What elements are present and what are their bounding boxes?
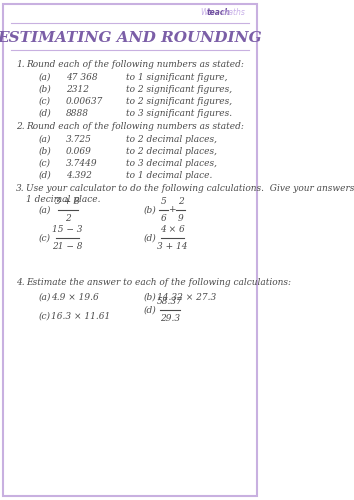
- Text: 2: 2: [65, 214, 70, 223]
- Text: Round each of the following numbers as stated:: Round each of the following numbers as s…: [27, 60, 244, 69]
- Text: (a): (a): [38, 73, 51, 82]
- Text: 2.: 2.: [16, 122, 25, 131]
- Text: 0.069: 0.069: [66, 147, 92, 156]
- Text: 2312: 2312: [66, 85, 89, 94]
- Text: Use your calculator to do the following calculations.  Give your answers to: Use your calculator to do the following …: [27, 184, 354, 193]
- Text: to 1 decimal place.: to 1 decimal place.: [126, 171, 213, 180]
- Text: 29.3: 29.3: [160, 314, 180, 323]
- Text: (c): (c): [38, 312, 50, 321]
- Text: (b): (b): [143, 206, 156, 214]
- Text: (d): (d): [38, 109, 51, 118]
- Text: 5: 5: [160, 197, 166, 206]
- Text: (c): (c): [38, 159, 50, 168]
- Text: 2: 2: [178, 197, 184, 206]
- Text: 1 decimal place.: 1 decimal place.: [27, 195, 101, 204]
- Text: to 3 decimal places,: to 3 decimal places,: [126, 159, 217, 168]
- Text: 3.: 3.: [16, 184, 25, 193]
- Text: 3 + 8: 3 + 8: [55, 197, 80, 206]
- Text: to 1 significant figure,: to 1 significant figure,: [126, 73, 228, 82]
- Text: Estimate the answer to each of the following calculations:: Estimate the answer to each of the follo…: [27, 278, 291, 287]
- Text: (b): (b): [38, 85, 51, 94]
- Text: 4 × 6: 4 × 6: [160, 225, 185, 234]
- Text: 16.3 × 11.61: 16.3 × 11.61: [51, 312, 111, 321]
- Text: to 2 significant figures,: to 2 significant figures,: [126, 97, 233, 106]
- Text: (a): (a): [38, 206, 51, 214]
- Text: (d): (d): [143, 234, 156, 242]
- Text: (a): (a): [38, 293, 51, 302]
- Text: 4.: 4.: [16, 278, 25, 287]
- Text: maths: maths: [222, 8, 246, 17]
- Text: to 2 decimal places,: to 2 decimal places,: [126, 147, 217, 156]
- FancyBboxPatch shape: [3, 4, 257, 496]
- Text: 21 − 8: 21 − 8: [52, 242, 83, 251]
- Text: ESTIMATING AND ROUNDING: ESTIMATING AND ROUNDING: [0, 31, 262, 45]
- Text: (b): (b): [38, 147, 51, 156]
- Text: 14.32 × 27.3: 14.32 × 27.3: [156, 293, 216, 302]
- Text: (b): (b): [143, 293, 156, 302]
- Text: (c): (c): [38, 234, 50, 242]
- Text: 0.00637: 0.00637: [66, 97, 103, 106]
- Text: Round each of the following numbers as stated:: Round each of the following numbers as s…: [27, 122, 244, 131]
- Text: 3.725: 3.725: [66, 135, 92, 144]
- Text: 3.7449: 3.7449: [66, 159, 98, 168]
- Text: 1.: 1.: [16, 60, 25, 69]
- Text: 6: 6: [160, 214, 166, 223]
- Text: 4.9 × 19.6: 4.9 × 19.6: [51, 293, 99, 302]
- Text: 8888: 8888: [66, 109, 89, 118]
- Text: 4.392: 4.392: [66, 171, 92, 180]
- Text: (c): (c): [38, 97, 50, 106]
- Text: to 2 significant figures,: to 2 significant figures,: [126, 85, 233, 94]
- Text: (a): (a): [38, 135, 51, 144]
- Text: 9: 9: [178, 214, 184, 223]
- Text: (d): (d): [143, 306, 156, 314]
- Text: 3 + 14: 3 + 14: [158, 242, 188, 251]
- Text: We: We: [200, 8, 212, 17]
- Text: +: +: [168, 206, 176, 214]
- Text: 15 − 3: 15 − 3: [52, 225, 83, 234]
- Text: to 3 significant figures.: to 3 significant figures.: [126, 109, 233, 118]
- Text: 47 368: 47 368: [66, 73, 98, 82]
- Text: (d): (d): [38, 171, 51, 180]
- Text: teach: teach: [206, 8, 230, 17]
- Text: to 2 decimal places,: to 2 decimal places,: [126, 135, 217, 144]
- Text: 58.37: 58.37: [157, 297, 183, 306]
